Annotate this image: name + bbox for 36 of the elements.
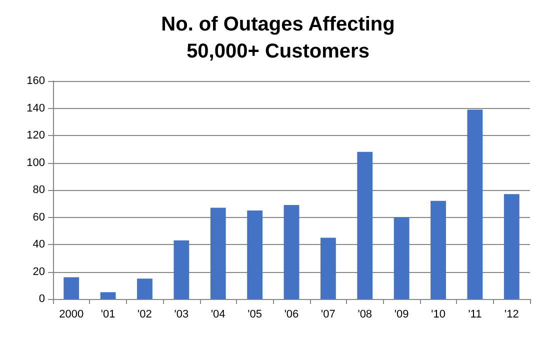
- y-tick-label: 0: [38, 293, 45, 305]
- bar: [174, 240, 190, 299]
- y-tick-label: 120: [26, 130, 45, 142]
- x-tick-label: 2000: [59, 308, 84, 320]
- x-tick-label: '07: [321, 308, 336, 320]
- bar: [137, 278, 152, 299]
- y-tick-label: 140: [26, 102, 45, 114]
- y-tick-label: 80: [32, 184, 45, 196]
- x-tick-label: '10: [431, 308, 446, 320]
- x-tick-label: '08: [358, 308, 372, 320]
- x-tick-label: '02: [138, 308, 152, 320]
- y-tick-label: 160: [26, 75, 45, 87]
- x-tick-label: '09: [394, 308, 409, 320]
- bar: [394, 217, 410, 299]
- bar: [210, 208, 226, 299]
- bar: [467, 110, 483, 299]
- bar: [357, 152, 373, 299]
- bar: [64, 277, 80, 299]
- y-tick-label: 100: [26, 156, 45, 169]
- bar: [284, 204, 300, 299]
- x-tick-label: '01: [100, 308, 116, 320]
- y-tick-label: 40: [32, 238, 45, 250]
- bar: [504, 194, 520, 299]
- x-tick-label: '12: [504, 308, 519, 320]
- x-tick-label: '06: [284, 308, 299, 320]
- x-tick-label: '05: [248, 308, 262, 320]
- y-tick-label: 60: [32, 211, 45, 224]
- x-tick-label: '04: [210, 308, 226, 320]
- y-tick-label: 20: [32, 266, 45, 278]
- bar: [247, 210, 263, 299]
- bar: [320, 238, 336, 299]
- x-tick-label: '11: [468, 308, 482, 320]
- chart-title: No. of Outages Affecting 50,000+ Customers: [161, 14, 395, 62]
- x-tick-label: '03: [174, 308, 189, 320]
- bar: [430, 200, 446, 299]
- bar: [100, 292, 116, 299]
